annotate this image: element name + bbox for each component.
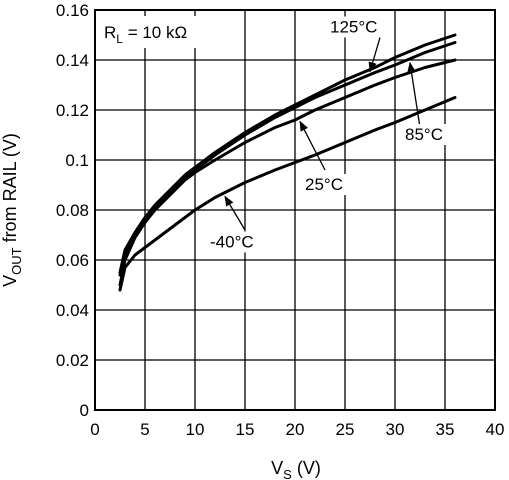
annotation-bg — [402, 124, 458, 145]
y-tick-label: 0.02 — [56, 351, 89, 370]
annotation-arrow — [407, 61, 421, 128]
x-tick-label: 40 — [486, 420, 505, 439]
series-line-2 — [118, 58, 457, 287]
y-tick-label: 0.1 — [65, 151, 89, 170]
x-tick-label: 10 — [186, 420, 205, 439]
x-tick-label: 30 — [386, 420, 405, 439]
annotation-arrow — [299, 120, 326, 171]
annotation-bg — [302, 174, 358, 195]
condition-label: RL = 10 kΩ — [104, 23, 187, 46]
annotation-arrow — [224, 195, 246, 231]
plot-frame — [94, 9, 496, 411]
x-tick-label: 15 — [236, 420, 255, 439]
series-line-3 — [118, 96, 457, 292]
x-tick-labels: 0 5 10 15 20 25 30 35 40 — [90, 420, 504, 439]
y-tick-label: 0 — [80, 401, 89, 420]
condition-box — [98, 16, 216, 48]
x-tick-label: 0 — [90, 420, 99, 439]
y-tick-label: 0.16 — [56, 1, 89, 20]
series-annotations: 125°C 85°C 25°C -40°C — [207, 16, 458, 253]
x-tick-label: 20 — [286, 420, 305, 439]
series-label: -40°C — [210, 233, 254, 252]
series-line-1 — [118, 41, 457, 277]
y-tick-label: 0.04 — [56, 301, 89, 320]
y-axis-title: VOUT from RAIL (V) — [0, 133, 24, 287]
x-tick-label: 35 — [436, 420, 455, 439]
y-tick-label: 0.08 — [56, 201, 89, 220]
series-label: 125°C — [330, 18, 377, 37]
plot-border — [94, 9, 496, 411]
x-tick-label: 5 — [140, 420, 149, 439]
y-tick-labels: 0 0.02 0.04 0.06 0.08 0.1 0.12 0.14 0.16 — [56, 1, 89, 420]
y-tick-label: 0.06 — [56, 251, 89, 270]
x-axis-title: VS (V) — [271, 458, 321, 480]
series-line-0 — [118, 33, 457, 274]
series-label: 85°C — [405, 125, 443, 144]
y-tick-label: 0.14 — [56, 51, 89, 70]
annotation-bg — [207, 231, 263, 253]
annotation-arrow — [368, 37, 381, 73]
series-label: 25°C — [305, 175, 343, 194]
annotation-bg — [327, 16, 383, 38]
series-lines — [118, 33, 457, 292]
y-tick-label: 0.12 — [56, 101, 89, 120]
x-tick-label: 25 — [336, 420, 355, 439]
